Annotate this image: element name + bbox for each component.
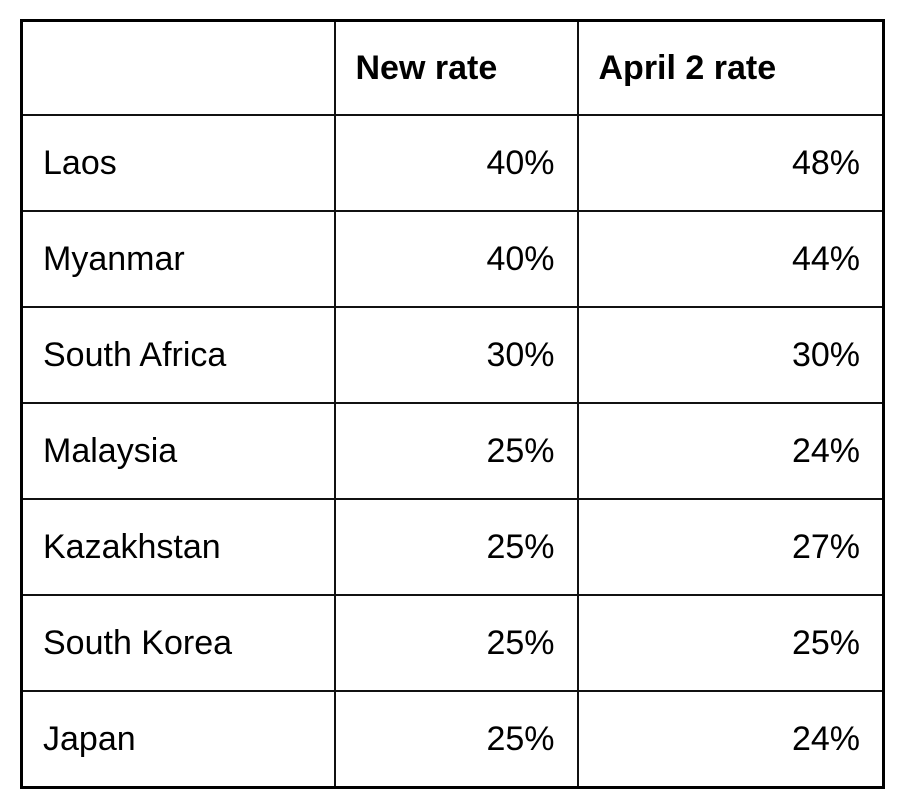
table-row: Kazakhstan 25% 27% bbox=[20, 498, 885, 596]
rates-table: New rate April 2 rate Laos 40% 48% Myanmar 4… bbox=[20, 19, 885, 789]
new-rate-cell: 25% bbox=[333, 402, 579, 500]
header-row: New rate April 2 rate bbox=[20, 19, 885, 116]
new-rate-cell: 40% bbox=[333, 114, 579, 212]
table-row: Malaysia 25% 24% bbox=[20, 402, 885, 500]
new-rate-cell: 30% bbox=[333, 306, 579, 404]
april2-rate-cell: 27% bbox=[576, 498, 885, 596]
country-cell: Myanmar bbox=[20, 210, 336, 308]
header-new-rate: New rate bbox=[333, 19, 579, 116]
table-row: South Africa 30% 30% bbox=[20, 306, 885, 404]
header-april2-rate: April 2 rate bbox=[576, 19, 885, 116]
country-cell: Malaysia bbox=[20, 402, 336, 500]
table-row: Laos 40% 48% bbox=[20, 114, 885, 212]
new-rate-cell: 25% bbox=[333, 594, 579, 692]
new-rate-cell: 40% bbox=[333, 210, 579, 308]
new-rate-cell: 25% bbox=[333, 690, 579, 789]
country-cell: Kazakhstan bbox=[20, 498, 336, 596]
country-cell: South Korea bbox=[20, 594, 336, 692]
april2-rate-cell: 44% bbox=[576, 210, 885, 308]
table-row: South Korea 25% 25% bbox=[20, 594, 885, 692]
country-cell: Japan bbox=[20, 690, 336, 789]
country-cell: South Africa bbox=[20, 306, 336, 404]
april2-rate-cell: 48% bbox=[576, 114, 885, 212]
april2-rate-cell: 24% bbox=[576, 402, 885, 500]
table-row: Myanmar 40% 44% bbox=[20, 210, 885, 308]
april2-rate-cell: 25% bbox=[576, 594, 885, 692]
new-rate-cell: 25% bbox=[333, 498, 579, 596]
table-row: Japan 25% 24% bbox=[20, 690, 885, 789]
header-country bbox=[20, 19, 336, 116]
april2-rate-cell: 30% bbox=[576, 306, 885, 404]
country-cell: Laos bbox=[20, 114, 336, 212]
april2-rate-cell: 24% bbox=[576, 690, 885, 789]
